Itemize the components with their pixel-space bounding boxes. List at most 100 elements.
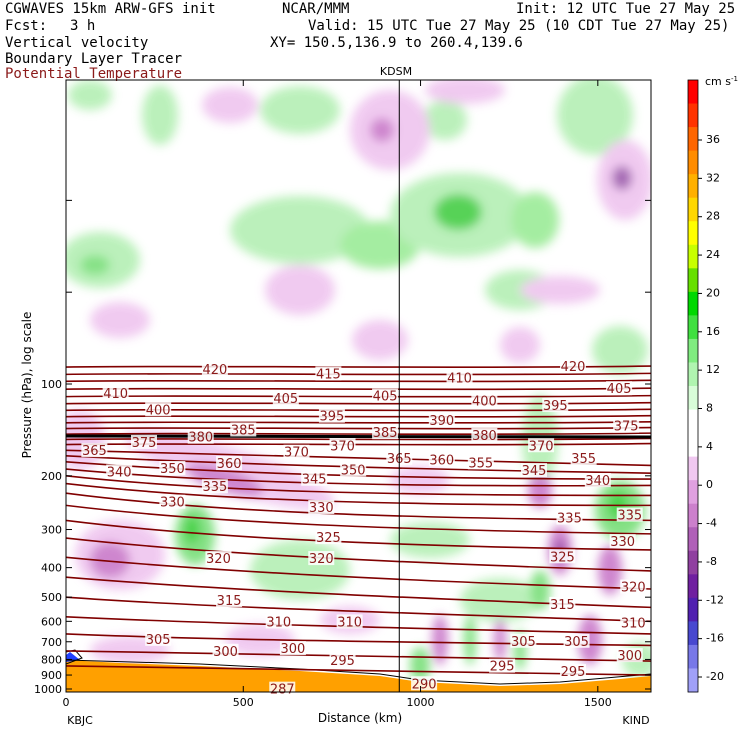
colorbar-swatch xyxy=(688,433,698,458)
theta-label: 415 xyxy=(316,367,341,382)
colorbar-tick-label: 8 xyxy=(706,402,713,415)
colorbar-swatch xyxy=(688,338,698,363)
theta-label-bg xyxy=(131,434,157,449)
theta-label-bg xyxy=(201,479,228,494)
theta-label: 287 xyxy=(270,683,295,698)
theta-label: 295 xyxy=(330,654,355,669)
colorbar-tick-label: -20 xyxy=(706,670,724,683)
theta-line xyxy=(66,504,651,535)
colorbar-tick-label: 16 xyxy=(706,325,720,338)
theta-label-bg xyxy=(606,381,633,396)
theta-label: 345 xyxy=(302,473,327,488)
theta-label-bg xyxy=(301,471,328,486)
colorbar-swatch xyxy=(688,221,698,246)
theta-line xyxy=(66,475,651,497)
x-axis: 0 500 1000 1500 xyxy=(63,80,612,709)
theta-label-bg xyxy=(616,507,643,522)
theta-label-bg xyxy=(318,408,345,423)
theta-label: 350 xyxy=(160,462,185,477)
theta-label: 350 xyxy=(341,463,366,478)
theta-label: 360 xyxy=(217,457,242,472)
theta-label-bg xyxy=(205,551,232,566)
theta-label: 310 xyxy=(621,617,646,632)
theta-label-bg xyxy=(315,366,342,381)
theta-label-bg xyxy=(106,464,133,479)
theta-line xyxy=(66,665,651,676)
colorbar-tick-label: 12 xyxy=(706,363,720,376)
theta-label: 330 xyxy=(309,501,334,516)
theta-label: 315 xyxy=(217,594,242,609)
theta-label: 305 xyxy=(564,635,589,650)
theta-label-bg xyxy=(428,452,455,467)
theta-label: 380 xyxy=(188,431,213,446)
theta-label: 300 xyxy=(280,642,305,657)
colorbar-swatch xyxy=(688,174,698,199)
fcst-label: Fcst: xyxy=(5,18,48,34)
x-axis-label: Distance (km) xyxy=(318,711,402,725)
theta-label: 305 xyxy=(146,633,171,648)
theta-label: 420 xyxy=(202,363,227,378)
y-tick-label: 200 xyxy=(41,470,62,483)
theta-line xyxy=(66,556,651,590)
theta-label-bg xyxy=(308,499,335,514)
theta-label-bg xyxy=(560,359,586,374)
colorbar-swatch xyxy=(688,127,698,152)
theta-label-bg xyxy=(620,615,647,630)
colorbar-swatch xyxy=(688,480,698,505)
y-axis-label: Pressure (hPa), log scale xyxy=(20,312,34,459)
plot-frame xyxy=(65,79,652,693)
theta-label: 420 xyxy=(561,360,586,375)
station-right-label: KIND xyxy=(622,714,649,727)
colorbar-swatch xyxy=(688,150,698,175)
theta-line xyxy=(66,576,651,609)
theta-label: 295 xyxy=(561,665,586,680)
theta-label: 345 xyxy=(522,464,547,479)
colorbar-swatch xyxy=(688,244,698,269)
theta-label-bg xyxy=(187,429,214,444)
colorbar-tick-label: -8 xyxy=(706,555,717,568)
theta-label: 385 xyxy=(373,426,398,441)
theta-label-bg xyxy=(230,422,257,437)
theta-label: 395 xyxy=(543,399,568,414)
theta-label: 325 xyxy=(550,550,575,565)
theta-label-bg xyxy=(563,633,590,648)
theta-label: 330 xyxy=(160,496,185,511)
theta-label-bg xyxy=(467,455,494,470)
theta-label: 395 xyxy=(319,410,344,425)
theta-label-bg xyxy=(471,393,498,408)
theta-label-bg xyxy=(216,593,243,608)
theta-label: 335 xyxy=(202,480,227,495)
theta-label-bg xyxy=(283,444,310,459)
theta-label: 410 xyxy=(103,387,128,402)
theta-line xyxy=(66,616,651,635)
theta-label-bg xyxy=(81,443,108,458)
theta-label: 370 xyxy=(330,439,355,454)
station-left-label: KBJC xyxy=(67,714,93,727)
colorbar-swatch xyxy=(688,315,698,340)
theta-label: 380 xyxy=(472,429,497,444)
theta-label: 325 xyxy=(316,531,341,546)
theta-label-bg xyxy=(489,658,516,673)
colorbar-swatch xyxy=(688,386,698,411)
theta-label: 300 xyxy=(213,645,238,660)
colorbar-swatch xyxy=(688,80,698,105)
theta-line xyxy=(66,432,651,436)
theta-label-bg xyxy=(265,614,292,629)
colorbar-swatch xyxy=(688,362,698,387)
model-title: CGWAVES 15km ARW-GFS init xyxy=(5,1,216,17)
colorbar-tick-label: 32 xyxy=(706,171,720,184)
colorbar-swatch xyxy=(688,268,698,293)
init-time: Init: 12 UTC Tue 27 May 25 xyxy=(516,1,736,17)
theta-label-bg xyxy=(471,427,498,442)
x-tick-label: 0 xyxy=(63,696,70,709)
theta-label-bg xyxy=(279,641,306,656)
y-tick-label: 100 xyxy=(41,378,62,391)
theta-label: 320 xyxy=(309,552,334,567)
theta-line xyxy=(66,394,651,398)
theta-label-bg xyxy=(616,648,643,663)
theta-label: 375 xyxy=(132,436,157,451)
colorbar-swatch xyxy=(688,103,698,128)
theta-line xyxy=(66,420,651,424)
